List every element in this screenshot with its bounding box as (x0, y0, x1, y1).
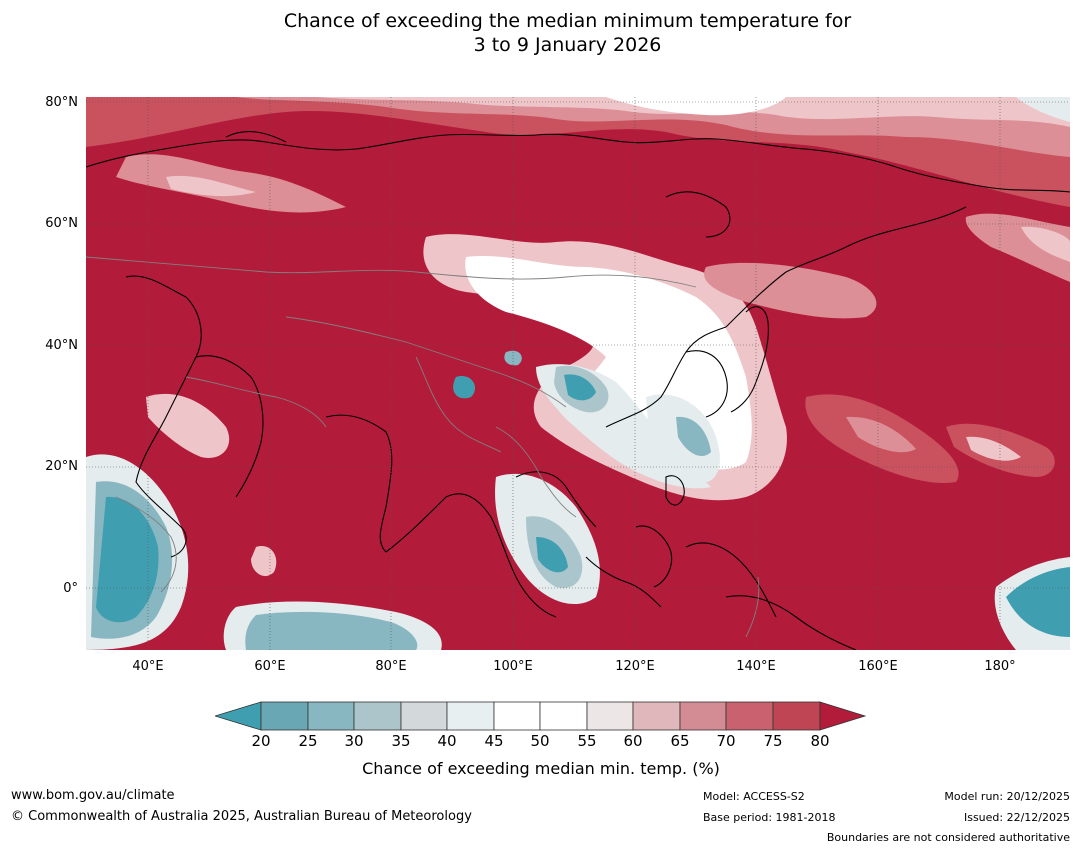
lat-label-80n: 80°N (45, 95, 78, 110)
base-period: Base period: 1981-2018 (703, 811, 836, 824)
lon-label-180: 180° (984, 659, 1016, 674)
website-link[interactable]: www.bom.gov.au/climate (11, 788, 175, 803)
colorbar-segment (632, 701, 681, 731)
colorbar-segment (493, 701, 541, 731)
colorbar-extend-low (215, 701, 262, 731)
colorbar-tick: 45 (484, 732, 504, 750)
lon-label-100e: 100°E (493, 659, 533, 674)
colorbar-segment (446, 701, 495, 731)
colorbar-tick: 50 (530, 732, 550, 750)
low-probability-areas (453, 350, 720, 605)
colorbar-segment (772, 701, 821, 731)
map-title-line-1: Chance of exceeding the median minimum t… (283, 10, 852, 32)
lon-label-120e: 120°E (615, 659, 655, 674)
colorbar-segment (353, 701, 402, 731)
colorbar-tick: 30 (344, 732, 364, 750)
colorbar-tick: 70 (716, 732, 736, 750)
colorbar-segment (679, 701, 727, 731)
graticule (86, 97, 1070, 650)
lat-label-40n: 40°N (45, 338, 78, 353)
colorbar-extend-high (819, 701, 867, 731)
colorbar (215, 701, 867, 731)
lon-label-80e: 80°E (375, 659, 407, 674)
lon-label-40e: 40°E (132, 659, 164, 674)
pacific-mid-areas (704, 262, 1055, 483)
colorbar-segment (586, 701, 634, 731)
lat-label-0: 0° (63, 581, 78, 596)
colorbar-segment (400, 701, 448, 731)
coastlines (86, 131, 1070, 650)
lat-label-60n: 60°N (45, 216, 78, 231)
colorbar-segment (260, 701, 309, 731)
boundary-disclaimer: Boundaries are not considered authoritat… (826, 831, 1070, 844)
colorbar-segment (307, 701, 355, 731)
model-name: Model: ACCESS-S2 (703, 790, 805, 803)
map-title-line-2: 3 to 9 January 2026 (473, 34, 662, 56)
pacific-low-area (994, 557, 1070, 650)
lon-label-160e: 160°E (858, 659, 898, 674)
lat-label-20n: 20°N (45, 459, 78, 474)
model-run-date: Model run: 20/12/2025 (944, 790, 1070, 803)
colorbar-tick: 80 (810, 732, 830, 750)
africa-low-area (86, 393, 230, 650)
colorbar-tick: 40 (437, 732, 457, 750)
map-canvas (86, 97, 1070, 650)
colorbar-tick: 20 (251, 732, 271, 750)
colorbar-tick: 55 (577, 732, 597, 750)
colorbar-tick: 25 (298, 732, 318, 750)
copyright-text: © Commonwealth of Australia 2025, Austra… (11, 809, 472, 824)
colorbar-label: Chance of exceeding median min. temp. (%… (362, 759, 720, 778)
lon-label-60e: 60°E (254, 659, 286, 674)
issued-date: Issued: 22/12/2025 (963, 811, 1070, 824)
probability-map (86, 97, 1070, 650)
lon-label-140e: 140°E (736, 659, 776, 674)
colorbar-tick: 75 (763, 732, 783, 750)
country-borders (86, 256, 760, 638)
colorbar-segment (539, 701, 588, 731)
colorbar-tick: 65 (670, 732, 690, 750)
colorbar-segment (725, 701, 774, 731)
colorbar-tick: 60 (623, 732, 643, 750)
northern-bands (86, 97, 1070, 282)
colorbar-tick: 35 (391, 732, 411, 750)
